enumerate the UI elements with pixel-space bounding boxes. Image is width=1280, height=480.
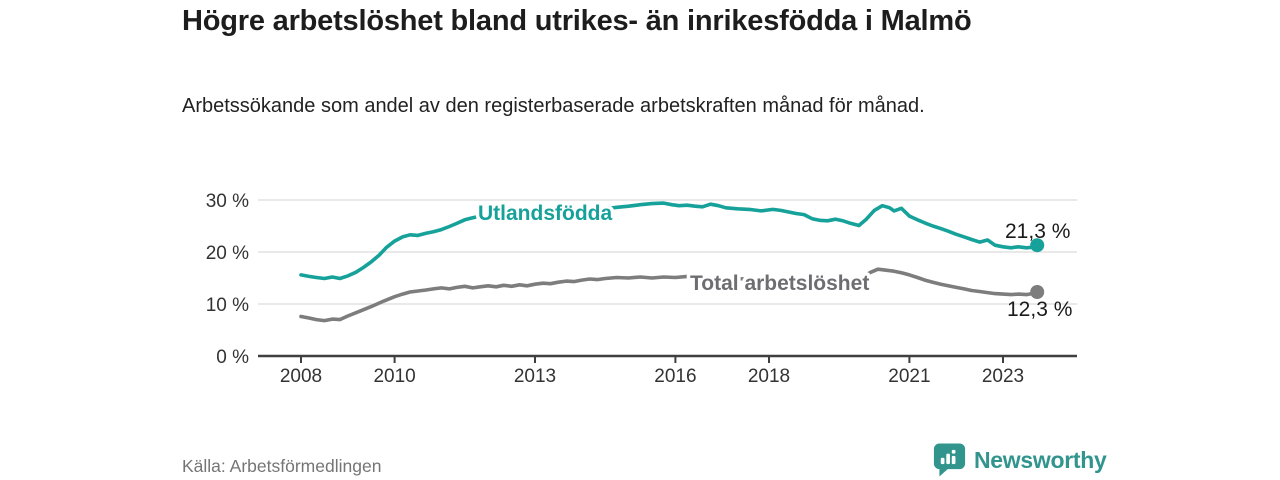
series-end-value: 12,3 % [1007, 298, 1072, 321]
line-chart: 0 % 10 % 20 % 30 % 2008 2010 2013 2016 2018 2021 2… [206, 191, 1077, 387]
x-tick-label: 2016 [654, 366, 696, 387]
x-tick-label: 2010 [373, 366, 415, 387]
chart-subtitle: Arbetssökande som andel av den registerb… [182, 95, 925, 117]
x-tick-label: 2021 [888, 366, 930, 387]
x-tick-label: 2008 [280, 366, 322, 387]
y-tick-label: 30 % [206, 191, 249, 212]
series-end-dot [1030, 285, 1045, 299]
series-inline-label: Total arbetslöshet [690, 272, 869, 295]
y-tick-label: 10 % [206, 295, 249, 316]
x-tick-label: 2018 [748, 366, 790, 387]
newsworthy-logo-text: Newsworthy [974, 446, 1107, 473]
source-note: Källa: Arbetsförmedlingen [182, 456, 382, 476]
y-tick-label: 20 % [206, 243, 249, 264]
series-inline-label: Utlandsfödda [478, 202, 612, 225]
x-tick-label: 2023 [982, 366, 1024, 387]
x-tick-label: 2013 [514, 366, 556, 387]
newsworthy-logo: Newsworthy [933, 442, 1107, 478]
series-line-0 [299, 201, 1039, 281]
series-end-value: 21,3 % [1005, 220, 1070, 243]
page-title: Högre arbetslöshet bland utrikes- än inr… [182, 5, 972, 37]
newsworthy-bar-chart-bubble-icon [933, 443, 966, 477]
series-line-1 [299, 267, 1039, 323]
y-tick-label: 0 % [216, 347, 249, 368]
series-end-dot [1030, 238, 1045, 253]
